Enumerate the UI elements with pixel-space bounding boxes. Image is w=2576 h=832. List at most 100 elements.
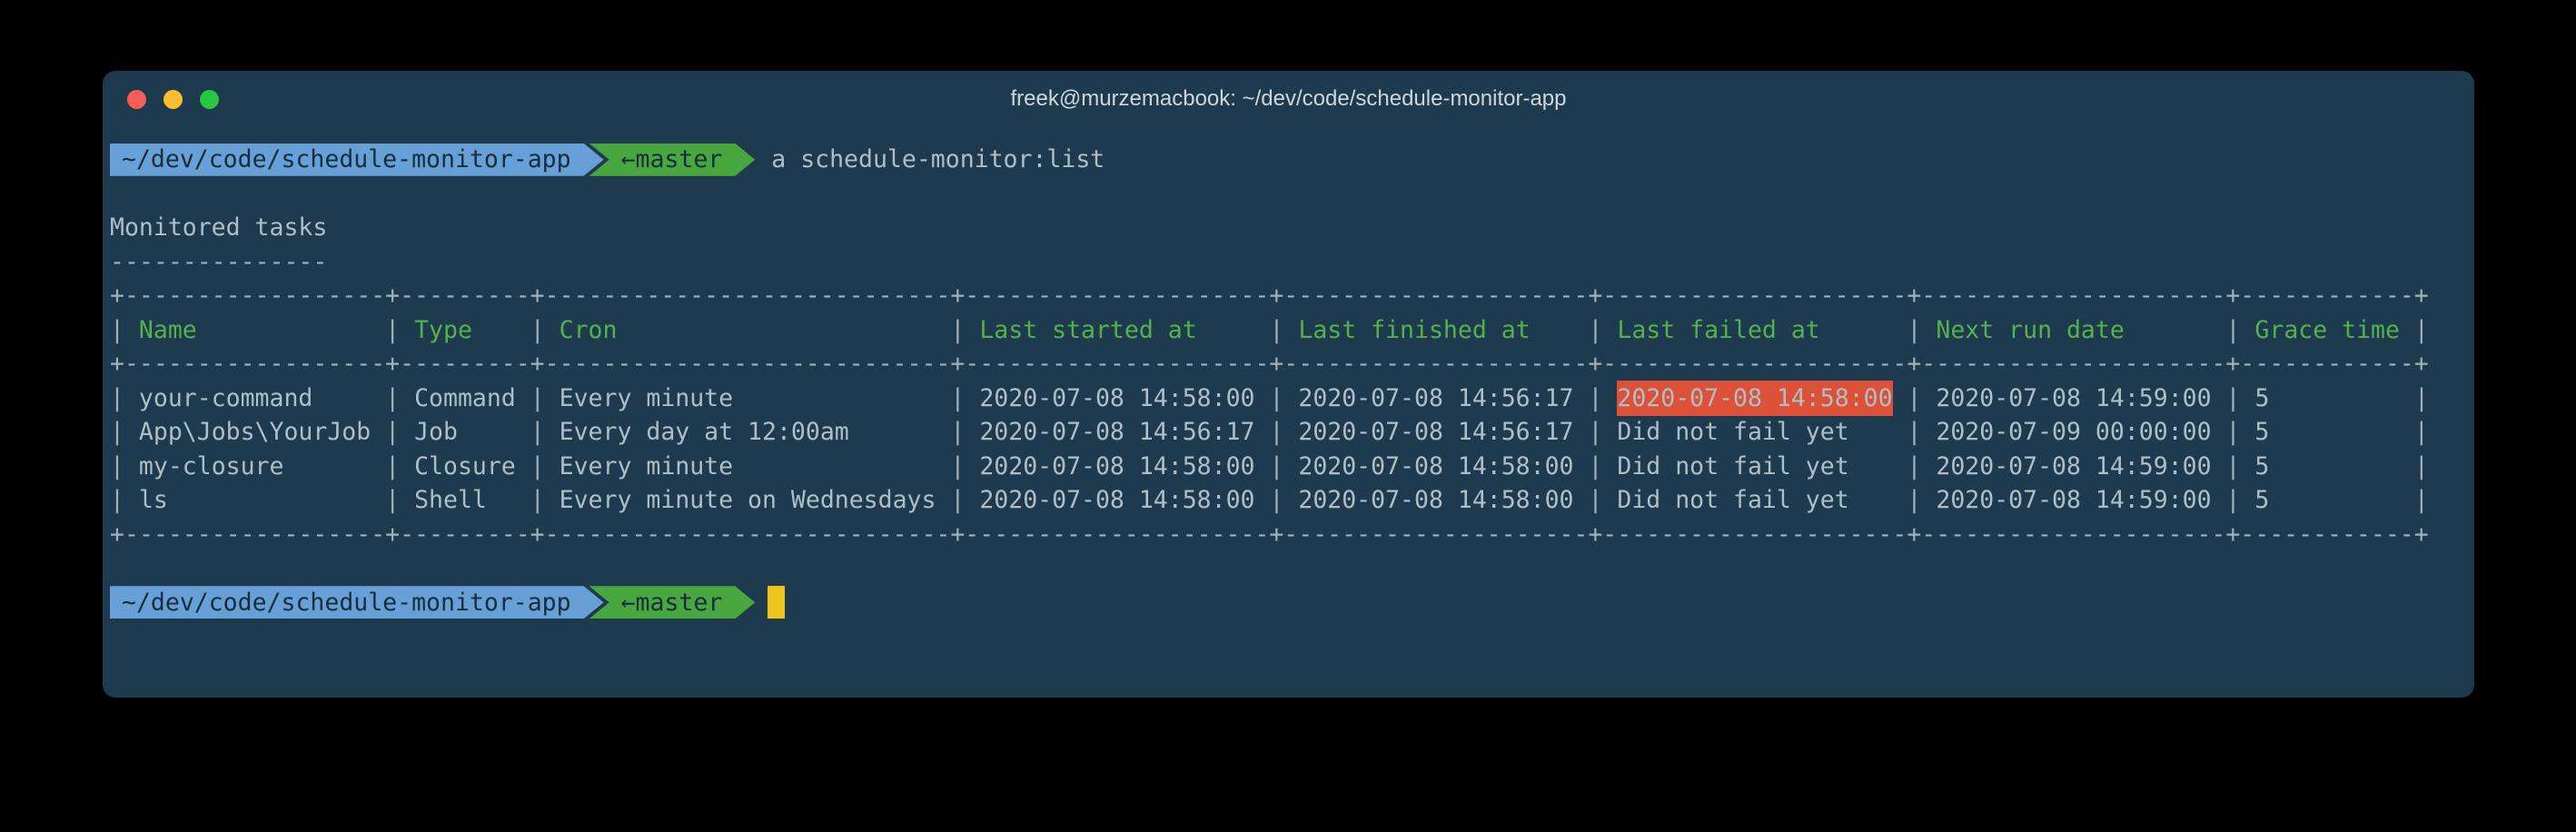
table-cell: 2020-07-08 14:56:17 [1283, 418, 1589, 446]
table-cell: App\Jobs\YourJob [124, 418, 386, 446]
table-header-cell: Cron [544, 315, 951, 344]
table-separator: | [2413, 418, 2429, 446]
table-header-cell: Next run date [1921, 315, 2226, 344]
table-cell: my-closure [124, 451, 386, 480]
table-cell: Did not fail yet [1602, 486, 1907, 514]
table-separator: | [1588, 486, 1603, 514]
table-cell: 2020-07-08 14:58:00 [1283, 451, 1589, 480]
table-separator: | [1907, 486, 1922, 514]
table-cell: Job [400, 418, 530, 446]
git-branch-label: ←master [620, 145, 723, 173]
table-cell: Every minute on Wednesdays [544, 486, 951, 514]
table-cell: Did not fail yet [1602, 418, 1907, 446]
prompt-line-1: ~/dev/code/schedule-monitor-app ←master … [110, 143, 2467, 177]
table-separator: | [1588, 418, 1603, 446]
table-cell [1602, 384, 1617, 412]
prompt-path-segment: ~/dev/code/schedule-monitor-app [110, 144, 604, 176]
table-cell: Every day at 12:00am [544, 418, 951, 446]
table-cell: 2020-07-08 14:58:00 [965, 451, 1270, 480]
zoom-button[interactable] [200, 89, 219, 109]
table-cell: 5 [2240, 451, 2414, 480]
table-separator: | [385, 315, 401, 344]
table-separator: | [1907, 315, 1922, 344]
table-separator: | [1588, 383, 1603, 412]
table-border: +------------------+---------+----------… [110, 347, 2467, 381]
table-cell: 2020-07-08 14:58:00 [965, 486, 1270, 514]
table-separator: | [530, 315, 545, 344]
table-separator: | [2413, 486, 2429, 514]
traffic-lights [127, 71, 219, 127]
prompt-line-2[interactable]: ~/dev/code/schedule-monitor-app ←master [110, 586, 2467, 620]
table-separator: | [2413, 315, 2429, 344]
table-border-text: +------------------+---------+----------… [110, 520, 2429, 549]
table-cell: ls [124, 486, 386, 514]
table-separator: | [385, 383, 401, 412]
table-cell: Shell [400, 486, 530, 514]
table-cell: 5 [2240, 418, 2414, 446]
terminal-screen[interactable]: ~/dev/code/schedule-monitor-app ←master … [103, 127, 2474, 619]
table-header-row: | Name | Type | Cron | Last started at |… [110, 313, 2467, 348]
table-cell: your-command [124, 383, 386, 412]
monitored-tasks-table: +------------------+---------+----------… [110, 279, 2467, 551]
table-cell: 2020-07-08 14:59:00 [1921, 486, 2226, 514]
output-heading-underline: --------------- [110, 247, 328, 276]
table-header-cell: Type [400, 315, 530, 344]
table-separator: | [950, 383, 966, 412]
table-separator: | [530, 486, 545, 514]
terminal-window: freek@murzemacbook: ~/dev/code/schedule-… [103, 71, 2474, 698]
table-separator: | [1269, 315, 1284, 344]
table-row: | your-command | Command | Every minute … [110, 380, 2467, 416]
table-separator: | [2225, 418, 2241, 446]
table-separator: | [110, 315, 124, 344]
table-separator: | [1269, 383, 1284, 412]
prompt-path: ~/dev/code/schedule-monitor-app [122, 145, 571, 173]
table-cell [1893, 384, 1907, 412]
table-separator: | [1269, 418, 1284, 446]
table-cell: Closure [400, 451, 530, 480]
table-cell: 2020-07-08 14:58:00 [965, 383, 1270, 412]
table-separator: | [385, 451, 401, 480]
table-separator: | [385, 418, 401, 446]
table-separator: | [950, 315, 966, 344]
table-border: +------------------+---------+----------… [110, 518, 2467, 552]
close-button[interactable] [127, 89, 146, 109]
terminal-cursor [768, 586, 786, 619]
table-header-cell: Last finished at [1283, 315, 1589, 344]
window-title: freek@murzemacbook: ~/dev/code/schedule-… [1010, 86, 1567, 111]
table-cell: Every minute [544, 451, 951, 480]
git-branch-label: ←master [620, 588, 723, 617]
minimize-button[interactable] [163, 89, 183, 109]
table-cell: 2020-07-08 14:59:00 [1921, 383, 2226, 412]
titlebar[interactable]: freek@murzemacbook: ~/dev/code/schedule-… [103, 71, 2474, 127]
table-separator: | [1907, 451, 1922, 480]
table-separator: | [1269, 486, 1284, 514]
table-separator: | [1588, 315, 1603, 344]
blank-line [110, 177, 2467, 212]
table-header-cell: Last failed at [1602, 315, 1907, 344]
table-cell: 2020-07-08 14:58:00 [1283, 486, 1589, 514]
table-separator: | [2225, 383, 2241, 412]
table-separator: | [110, 451, 124, 480]
table-separator: | [2413, 383, 2429, 412]
table-separator: | [2225, 486, 2241, 514]
git-branch-segment: ←master [590, 586, 756, 619]
table-separator: | [950, 451, 966, 480]
table-separator: | [530, 383, 545, 412]
output-heading: Monitored tasks [110, 213, 328, 242]
table-separator: | [2225, 451, 2241, 480]
table-separator: | [530, 418, 545, 446]
failed-timestamp-highlight: 2020-07-08 14:58:00 [1617, 380, 1893, 416]
table-cell: 2020-07-09 00:00:00 [1921, 418, 2226, 446]
table-separator: | [1269, 451, 1284, 480]
table-separator: | [110, 418, 124, 446]
table-cell: 2020-07-08 14:56:17 [965, 418, 1270, 446]
table-cell: Did not fail yet [1602, 451, 1907, 480]
table-separator: | [1907, 383, 1922, 412]
table-separator: | [950, 486, 966, 514]
command-text: a schedule-monitor:list [771, 145, 1105, 173]
table-cell: 2020-07-08 14:59:00 [1921, 451, 2226, 480]
prompt-path: ~/dev/code/schedule-monitor-app [122, 588, 571, 617]
blank-line [110, 551, 2467, 586]
table-separator: | [530, 451, 545, 480]
table-cell: 2020-07-08 14:56:17 [1283, 383, 1589, 412]
